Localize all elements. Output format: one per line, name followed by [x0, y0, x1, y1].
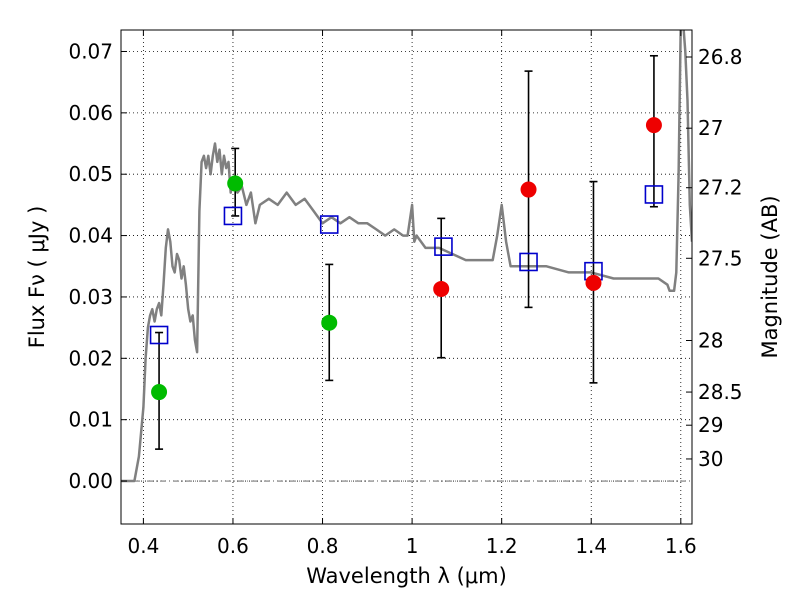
- x-tick-label: 1.4: [575, 534, 607, 558]
- model-photometry-square: [644, 185, 664, 204]
- y2-tick-label: 28.5: [698, 380, 743, 404]
- plot-frame: [120, 29, 693, 525]
- detection-markers: [151, 117, 662, 401]
- y-tick-label: 0.04: [68, 224, 113, 248]
- x-tick-label: 1.6: [665, 534, 697, 558]
- x-tick-label: 1.2: [486, 534, 518, 558]
- model-photometry-square: [319, 215, 339, 234]
- model-sed-line: [121, 30, 692, 483]
- y-tick-label: 0.01: [68, 408, 113, 432]
- y-tick-label: 0.00: [68, 469, 113, 493]
- y2-axis-ticks: 26.8 27 27.2 27.5 28 28.5 29 30: [686, 45, 743, 471]
- detection-point: [433, 280, 450, 297]
- model-photometry-square: [434, 237, 453, 256]
- y-tick-label: 0.03: [68, 285, 113, 309]
- y-tick-label: 0.02: [68, 346, 113, 370]
- y2-tick-label: 28: [698, 329, 723, 353]
- x-axis-label: Wavelength λ (μm): [306, 564, 507, 588]
- model-photometry-square: [223, 206, 243, 226]
- detection-point: [645, 117, 662, 134]
- y2-axis-label: Magnitude (AB): [758, 195, 782, 358]
- detection-point: [151, 384, 168, 401]
- y2-tick-label: 27: [698, 116, 723, 140]
- model-photometry-square: [519, 252, 538, 272]
- x-tick-label: 0.6: [217, 534, 249, 558]
- y-tick-label: 0.05: [68, 162, 113, 186]
- y-tick-label: 0.07: [68, 39, 113, 63]
- x-tick-label: 0.8: [307, 534, 339, 558]
- detection-point: [321, 314, 338, 331]
- y2-tick-label: 30: [698, 447, 723, 471]
- model-sed-curve: [121, 30, 692, 483]
- model-photometry-square: [149, 325, 169, 345]
- detection-point: [520, 181, 537, 198]
- y-axis-label: Flux Fν ( μJy ): [25, 206, 49, 349]
- y2-tick-label: 27.2: [698, 176, 743, 200]
- y2-tick-label: 27.5: [698, 246, 743, 270]
- detection-point: [585, 274, 602, 291]
- x-axis-ticks: 0.4 0.6 0.8 1 1.2 1.4 1.6: [127, 30, 697, 558]
- detection-point: [227, 175, 244, 192]
- y2-tick-label: 26.8: [698, 45, 743, 69]
- y2-tick-label: 29: [698, 413, 723, 437]
- y-axis-ticks: 0.00 0.01 0.02 0.03 0.04 0.05 0.06 0.07: [68, 39, 127, 493]
- x-tick-label: 1: [406, 534, 419, 558]
- y-tick-label: 0.06: [68, 101, 113, 125]
- model-photometry-markers: [149, 185, 664, 345]
- x-tick-label: 0.4: [127, 534, 159, 558]
